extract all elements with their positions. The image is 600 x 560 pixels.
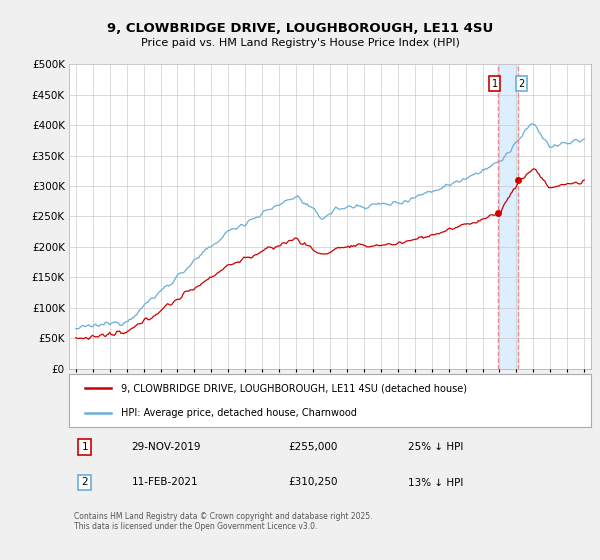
Text: HPI: Average price, detached house, Charnwood: HPI: Average price, detached house, Char… [121, 408, 357, 418]
Text: 2: 2 [82, 478, 88, 487]
Text: 11-FEB-2021: 11-FEB-2021 [131, 478, 198, 487]
Text: £255,000: £255,000 [288, 442, 338, 452]
Bar [498, 64, 518, 368]
Text: Price paid vs. HM Land Registry's House Price Index (HPI): Price paid vs. HM Land Registry's House … [140, 38, 460, 48]
Text: 13% ↓ HPI: 13% ↓ HPI [409, 478, 464, 487]
Text: Contains HM Land Registry data © Crown copyright and database right 2025.
This d: Contains HM Land Registry data © Crown c… [74, 512, 373, 531]
Text: 25% ↓ HPI: 25% ↓ HPI [409, 442, 464, 452]
Text: 1: 1 [82, 442, 88, 452]
Text: 9, CLOWBRIDGE DRIVE, LOUGHBOROUGH, LE11 4SU: 9, CLOWBRIDGE DRIVE, LOUGHBOROUGH, LE11 … [107, 22, 493, 35]
Text: 9, CLOWBRIDGE DRIVE, LOUGHBOROUGH, LE11 4SU (detached house): 9, CLOWBRIDGE DRIVE, LOUGHBOROUGH, LE11 … [121, 384, 467, 394]
Text: 1: 1 [491, 79, 498, 89]
Text: 2: 2 [519, 79, 525, 89]
Text: £310,250: £310,250 [288, 478, 338, 487]
Text: 29-NOV-2019: 29-NOV-2019 [131, 442, 201, 452]
